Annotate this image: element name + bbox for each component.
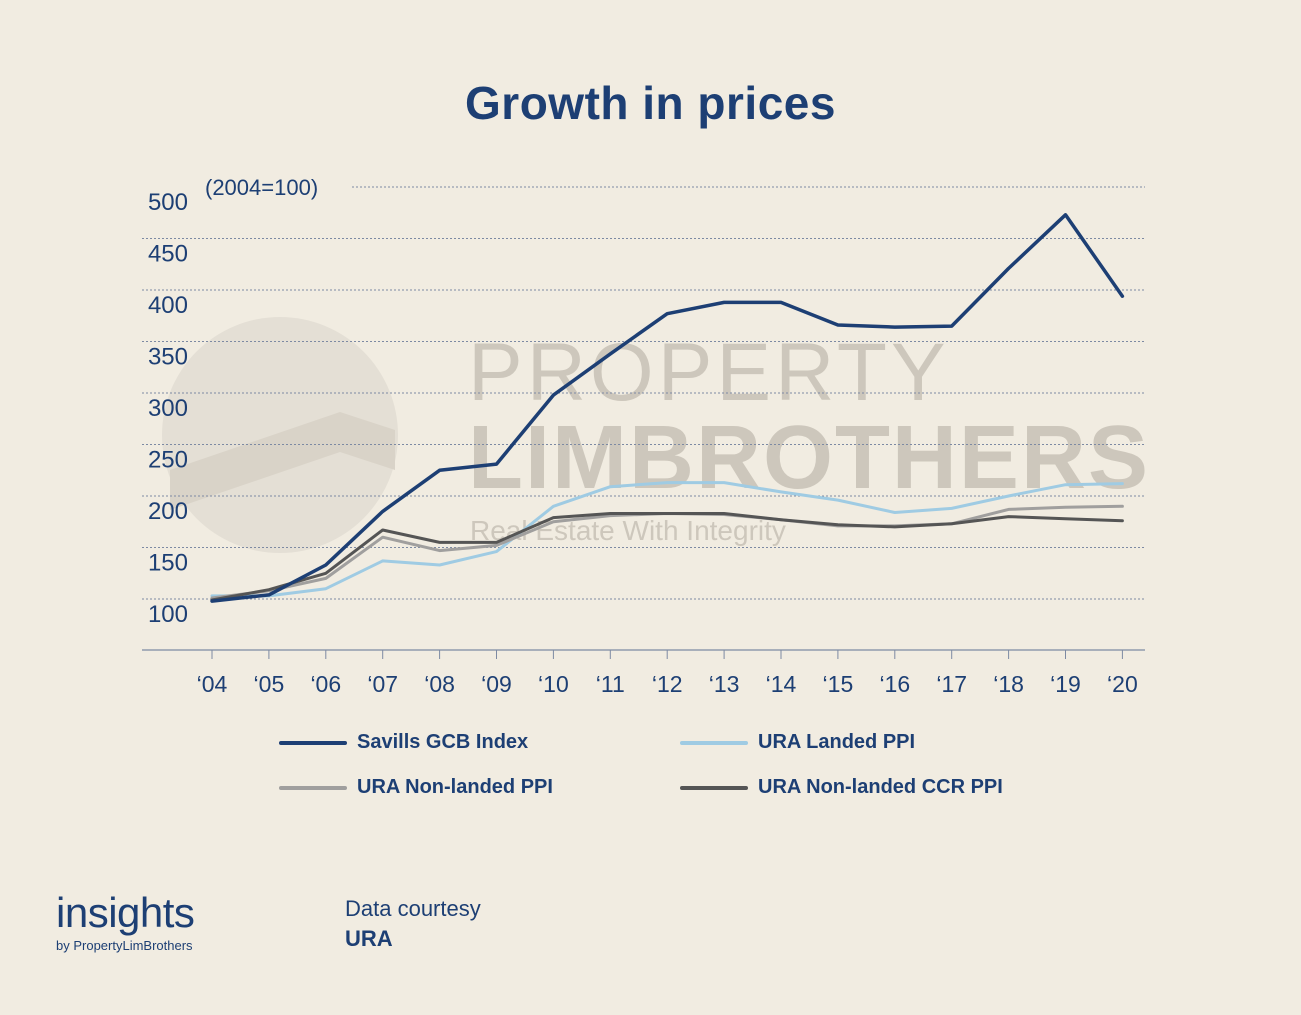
legend-label: Savills GCB Index xyxy=(357,731,529,753)
legend-item-ura-nonlanded: URA Non-landed PPI xyxy=(279,776,553,799)
y-tick-label: 200 xyxy=(148,498,188,525)
credit-source: URA xyxy=(345,926,393,951)
x-tick-label: ‘20 xyxy=(1107,671,1138,697)
y-tick-label: 250 xyxy=(148,447,188,474)
brand-name: insights xyxy=(56,889,195,936)
x-tick-label: ‘18 xyxy=(993,671,1024,697)
data-credit: Data courtesy URA xyxy=(345,896,481,952)
credit-label: Data courtesy xyxy=(345,896,481,921)
x-tick-label: ‘07 xyxy=(367,671,398,697)
x-tick-label: ‘14 xyxy=(766,671,797,697)
legend-item-savills-gcb: Savills GCB Index xyxy=(279,731,528,754)
x-tick-label: ‘06 xyxy=(310,671,341,697)
legend-swatch xyxy=(279,785,347,790)
x-tick-labels: ‘04 ‘05 ‘06 ‘07 ‘08 ‘09 ‘10 ‘11 ‘12 ‘13 ‘14 ‘15 ‘16 ‘… xyxy=(197,650,1138,697)
legend-item-ura-landed: URA Landed PPI xyxy=(680,731,915,754)
legend-swatch xyxy=(279,740,347,745)
x-tick-label: ‘11 xyxy=(596,671,625,697)
y-tick-label: 350 xyxy=(148,344,188,371)
legend-label: URA Non-landed PPI xyxy=(357,776,553,798)
legend-swatch xyxy=(680,785,748,790)
y-tick-label: 100 xyxy=(148,601,188,628)
x-tick-label: ‘17 xyxy=(936,671,967,697)
series-line-ura-non-landed-ccr-ppi xyxy=(210,512,1124,602)
watermark-line2: LIMBROTHERS xyxy=(468,408,1150,508)
y-tick-label: 400 xyxy=(148,292,188,319)
watermark: PROPERTY LIMBROTHERS Real Estate With In… xyxy=(162,317,1150,553)
x-tick-label: ‘15 xyxy=(823,671,854,697)
series-lines xyxy=(210,213,1125,603)
x-tick-label: ‘19 xyxy=(1050,671,1081,697)
x-tick-label: ‘16 xyxy=(879,671,910,697)
y-tick-labels: 100 150 200 250 300 350 400 450 500 xyxy=(148,189,188,628)
y-tick-label: 150 xyxy=(148,550,188,577)
legend-item-ura-nonlanded-ccr: URA Non-landed CCR PPI xyxy=(680,776,1003,799)
gridlines xyxy=(142,186,1145,600)
x-tick-label: ‘13 xyxy=(709,671,740,697)
legend-swatch xyxy=(680,740,748,745)
brand-subtitle: by PropertyLimBrothers xyxy=(56,938,193,953)
watermark-logo-chevron xyxy=(170,412,395,510)
x-tick-label: ‘04 xyxy=(197,671,228,697)
chart-title: Growth in prices xyxy=(465,77,836,129)
y-tick-label: 450 xyxy=(148,241,188,268)
series-line-savills-gcb-index xyxy=(210,213,1125,603)
y-tick-label: 300 xyxy=(148,395,188,422)
watermark-line1: PROPERTY xyxy=(468,327,950,418)
x-tick-label: ‘08 xyxy=(424,671,455,697)
x-tick-label: ‘10 xyxy=(538,671,569,697)
y-tick-label: 500 xyxy=(148,189,188,216)
x-tick-label: ‘12 xyxy=(652,671,683,697)
y-axis-unit-label: (2004=100) xyxy=(205,175,318,200)
series-line-ura-landed-ppi xyxy=(210,481,1124,598)
x-tick-label: ‘09 xyxy=(481,671,512,697)
legend-label: URA Non-landed CCR PPI xyxy=(758,776,1003,798)
watermark-tagline: Real Estate With Integrity xyxy=(470,515,786,546)
brand-logo: insights by PropertyLimBrothers xyxy=(56,889,195,954)
x-tick-label: ‘05 xyxy=(254,671,285,697)
legend-label: URA Landed PPI xyxy=(758,731,916,753)
